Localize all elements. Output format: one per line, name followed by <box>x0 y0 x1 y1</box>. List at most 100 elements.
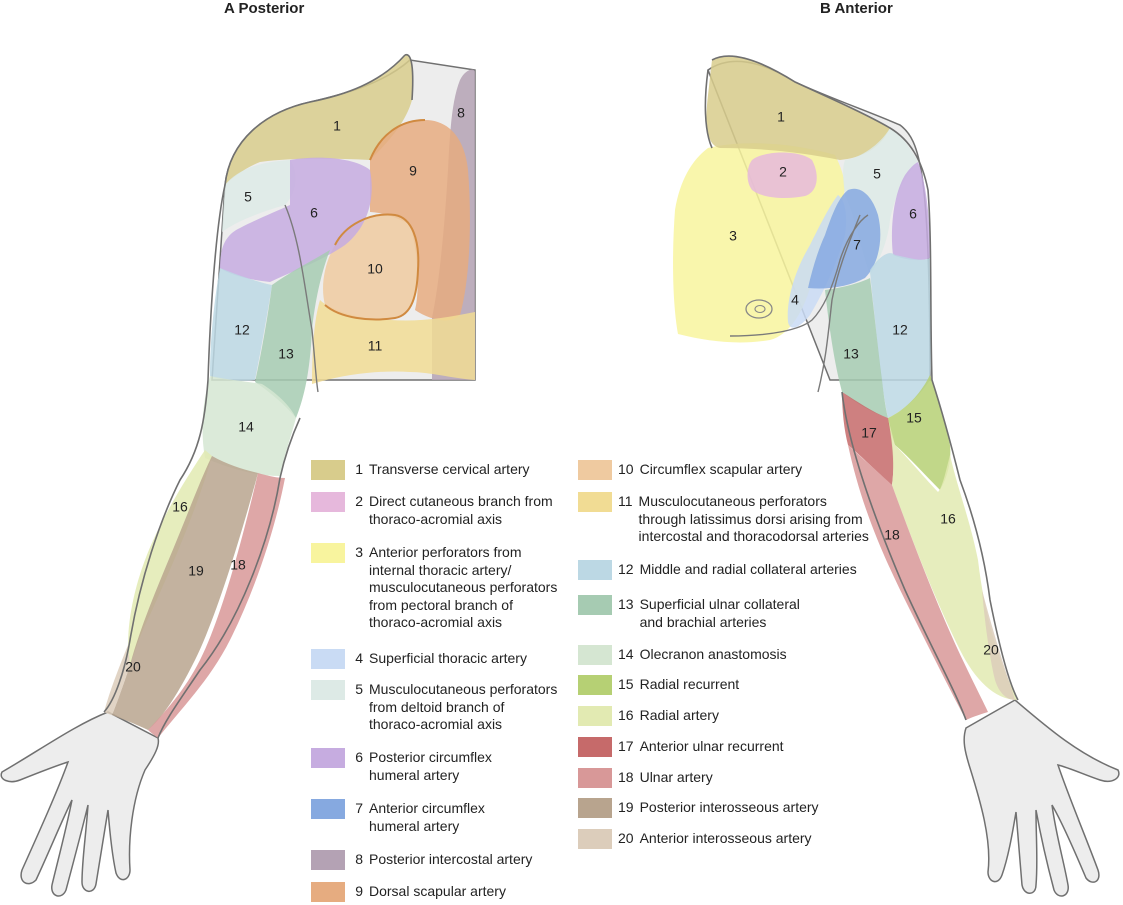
legend-label: Anterior interosseous artery <box>639 830 812 846</box>
region-1-posterior <box>225 54 413 185</box>
label-7-anterior: 7 <box>853 237 861 253</box>
legend-item-4: 4 Superficial thoracic artery <box>311 649 527 669</box>
label-16-anterior: 16 <box>940 511 956 527</box>
legend-item-8: 8 Posterior intercostal artery <box>311 850 533 870</box>
label-6-posterior: 6 <box>310 205 318 221</box>
legend-swatch-17 <box>578 737 612 757</box>
legend-number: 15 <box>618 676 634 692</box>
legend-swatch-6 <box>311 748 345 768</box>
label-12-anterior: 12 <box>892 322 908 338</box>
legend-label: Anterior perforators from internal thora… <box>369 544 558 630</box>
legend-number: 7 <box>355 800 363 816</box>
label-12-posterior: 12 <box>234 322 250 338</box>
region-20-posterior <box>104 645 130 715</box>
legend-swatch-13 <box>578 595 612 615</box>
legend-item-7: 7 Anterior circumflex humeral artery <box>311 799 485 835</box>
region-16-anterior <box>888 418 1018 700</box>
legend-number: 12 <box>618 561 634 577</box>
legend-item-16: 16 Radial artery <box>578 706 719 726</box>
label-6-anterior: 6 <box>909 206 917 222</box>
anterior-view: 1 2 3 4 5 6 7 12 13 15 17 16 18 20 <box>673 55 1120 897</box>
legend-column-left: 1 Transverse cervical artery 2 Direct cuta… <box>311 460 573 902</box>
label-8-posterior: 8 <box>457 105 465 121</box>
legend-item-14: 14 Olecranon anastomosis <box>578 645 787 665</box>
region-1-anterior <box>706 56 890 160</box>
legend-label: Dorsal scapular artery <box>369 883 506 899</box>
label-1-posterior: 1 <box>333 118 341 134</box>
legend-swatch-10 <box>578 460 612 480</box>
legend-number: 5 <box>355 681 363 697</box>
legend-swatch-7 <box>311 799 345 819</box>
anterior-hand <box>963 699 1120 897</box>
label-18-anterior: 18 <box>884 527 900 543</box>
legend-label: Posterior interosseous artery <box>639 799 819 815</box>
legend-number: 10 <box>618 461 634 477</box>
legend-label: Anterior ulnar recurrent <box>639 738 784 754</box>
legend-number: 14 <box>618 646 634 662</box>
legend-swatch-3 <box>311 543 345 563</box>
legend-item-5: 5 Musculocutaneous perforators from delto… <box>311 680 558 734</box>
legend-item-11: 11 Musculocutaneous perforators through l… <box>578 492 869 546</box>
label-18-posterior: 18 <box>230 557 246 573</box>
legend-item-10: 10 Circumflex scapular artery <box>578 460 803 480</box>
legend-number: 18 <box>618 769 634 785</box>
region-18-posterior <box>148 473 285 738</box>
legend-swatch-18 <box>578 768 612 788</box>
legend-swatch-2 <box>311 492 345 512</box>
legend-column-right: 10 Circumflex scapular artery 11 Musculocu… <box>578 460 878 860</box>
legend-label: Ulnar artery <box>639 769 713 785</box>
region-12-posterior <box>210 268 272 381</box>
region-13-posterior <box>255 250 330 418</box>
legend-number: 13 <box>618 596 634 612</box>
legend-label: Posterior intercostal artery <box>369 851 533 867</box>
label-9-posterior: 9 <box>409 163 417 179</box>
label-19-posterior: 19 <box>188 563 204 579</box>
label-20-anterior: 20 <box>983 642 999 658</box>
legend-swatch-11 <box>578 492 612 512</box>
legend-swatch-15 <box>578 675 612 695</box>
legend-number: 2 <box>355 493 363 509</box>
legend-label: Musculocutaneous perforators from deltoi… <box>369 681 558 732</box>
legend-swatch-12 <box>578 560 612 580</box>
region-17-anterior <box>842 392 894 485</box>
legend-swatch-20 <box>578 829 612 849</box>
legend-item-2: 2 Direct cutaneous branch from thoraco-ac… <box>311 492 553 528</box>
label-17-anterior: 17 <box>861 425 877 441</box>
region-11-posterior <box>312 300 475 384</box>
nipple-center <box>754 304 766 314</box>
legend-swatch-19 <box>578 798 612 818</box>
legend-label: Direct cutaneous branch from thoraco-acr… <box>369 493 553 527</box>
legend-item-13: 13 Superficial ulnar collateral and brach… <box>578 595 800 631</box>
legend-number: 8 <box>355 851 363 867</box>
region-7-anterior <box>808 188 881 289</box>
legend-number: 9 <box>355 883 363 899</box>
legend-swatch-9 <box>311 882 345 902</box>
legend-item-19: 19 Posterior interosseous artery <box>578 798 819 818</box>
legend-label: Middle and radial collateral arteries <box>639 561 857 577</box>
nipple-ring <box>745 299 773 319</box>
legend-swatch-1 <box>311 460 345 480</box>
label-11-posterior: 11 <box>368 338 383 354</box>
legend-number: 16 <box>618 707 634 723</box>
legend-label: Musculocutaneous perforators through lat… <box>638 493 869 544</box>
legend-number: 1 <box>355 461 363 477</box>
region-13-anterior <box>825 278 888 418</box>
region-12-anterior <box>870 253 932 418</box>
legend-swatch-5 <box>311 680 345 700</box>
legend-label: Circumflex scapular artery <box>639 461 803 477</box>
legend-label: Radial artery <box>639 707 719 723</box>
posterior-crease <box>284 204 319 393</box>
legend-label: Transverse cervical artery <box>369 461 530 477</box>
legend-label: Anterior circumflex humeral artery <box>369 800 485 834</box>
region-9-posterior <box>370 120 470 321</box>
label-3-anterior: 3 <box>729 228 737 244</box>
legend-swatch-8 <box>311 850 345 870</box>
label-2-anterior: 2 <box>779 164 787 180</box>
legend-label: Olecranon anastomosis <box>639 646 787 662</box>
legend-number: 17 <box>618 738 634 754</box>
region-18-anterior <box>848 445 988 720</box>
posterior-view-title: A Posterior <box>224 0 305 17</box>
legend-item-18: 18 Ulnar artery <box>578 768 713 788</box>
label-5-anterior: 5 <box>873 166 881 182</box>
anterior-view-title: B Anterior <box>820 0 893 17</box>
